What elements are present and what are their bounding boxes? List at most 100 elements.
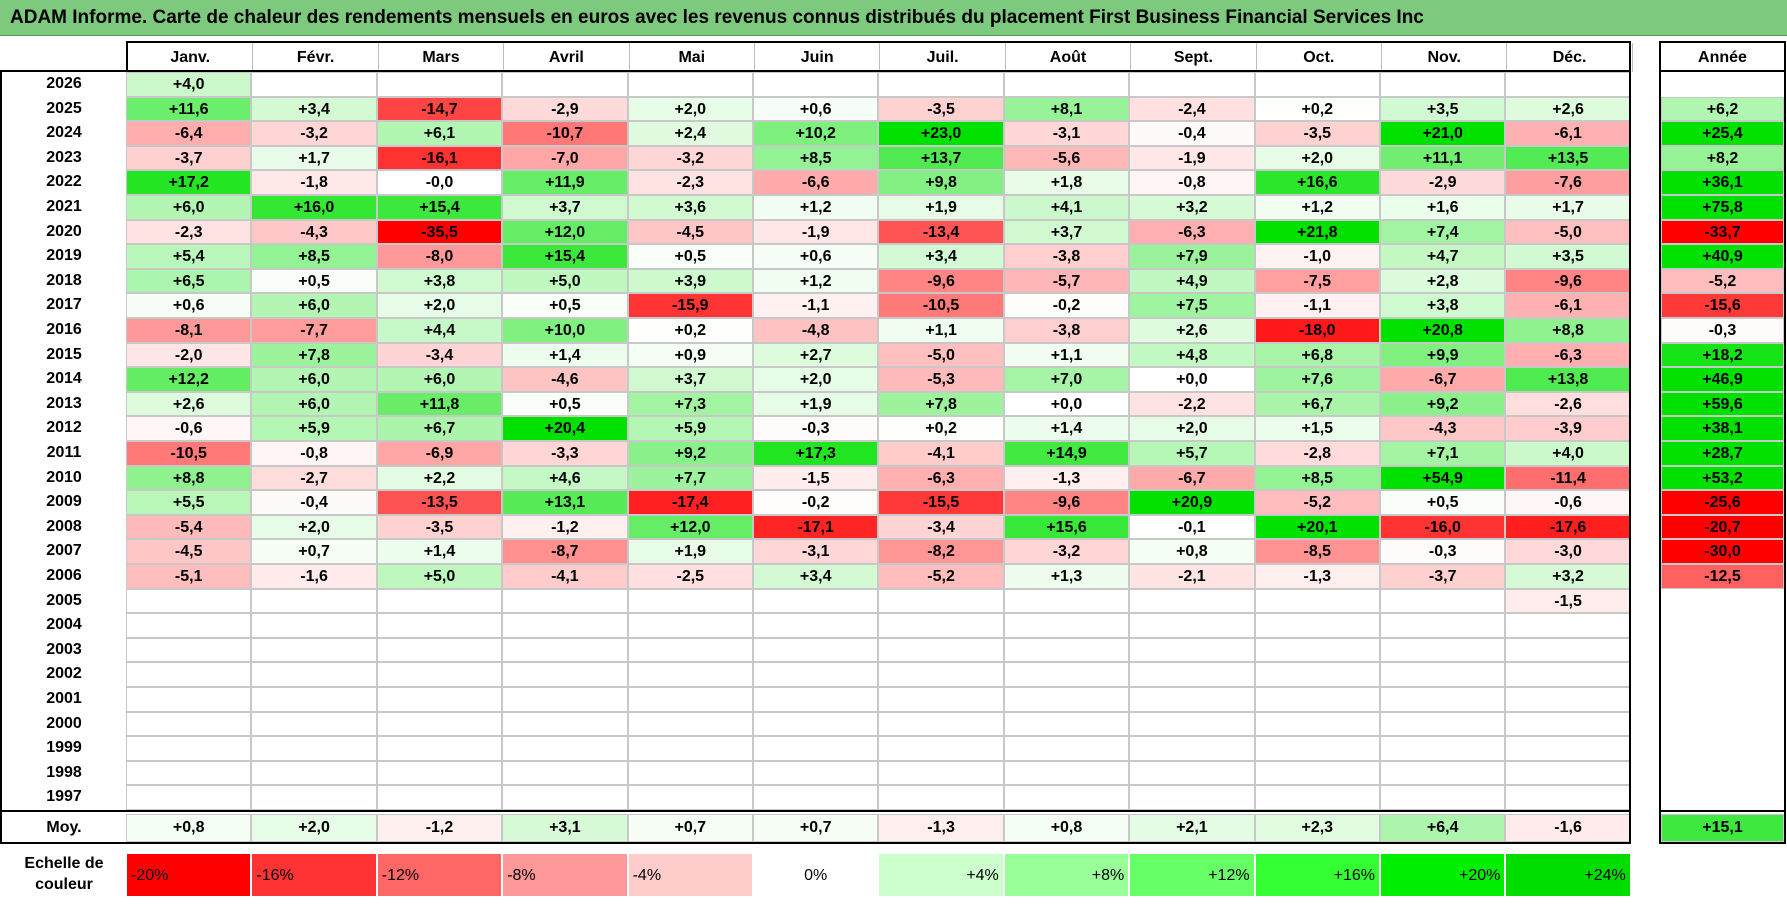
heatmap-cell-2020-1: -2,3	[126, 219, 252, 245]
heatmap-cell-2013-7: +7,8	[878, 391, 1004, 417]
heatmap-cell-1998-2	[251, 760, 377, 786]
heatmap-cell-1998-4	[502, 760, 628, 786]
heatmap-cell-2017-12: -6,1	[1505, 293, 1631, 318]
average-cell-1: +0,8	[126, 814, 252, 842]
year-label-2026: 2026	[46, 75, 82, 92]
heatmap-cell-2023-9: -1,9	[1129, 145, 1255, 171]
heatmap-cell-2024-2: -3,2	[251, 121, 377, 146]
color-scale-step-6: +4%	[878, 853, 1004, 897]
heatmap-cell-2026-11	[1380, 72, 1506, 97]
heatmap-cell-2003-5	[627, 637, 753, 663]
heatmap-cell-2002-3	[376, 662, 503, 687]
heatmap-cell-2015-10: +6,8	[1254, 342, 1380, 368]
heatmap-cell-2012-1: -0,6	[126, 416, 252, 441]
heatmap-cell-2007-11: -0,3	[1380, 539, 1506, 564]
heatmap-cell-2025-1: +11,6	[126, 96, 252, 122]
annual-cell-2024: +25,4	[1661, 121, 1784, 146]
annual-cell-2023: +8,2	[1661, 145, 1784, 171]
annual-cell-2002	[1661, 662, 1784, 687]
heatmap-cell-2014-9: +0,0	[1129, 367, 1255, 392]
heatmap-cell-2017-4: +0,5	[502, 293, 628, 318]
annual-cell-2012: +38,1	[1661, 416, 1784, 441]
heatmap-cell-2025-2: +3,4	[251, 96, 377, 122]
heatmap-cell-2008-12: -17,6	[1505, 514, 1631, 540]
month-header-4: Mai	[630, 43, 755, 72]
heatmap-cell-2000-5	[627, 711, 753, 737]
heatmap-cell-2020-6: -1,9	[753, 219, 879, 245]
heatmap-cell-1998-3	[376, 760, 503, 786]
heatmap-cell-2017-11: +3,8	[1380, 293, 1506, 318]
heatmap-cell-2004-12	[1505, 613, 1631, 638]
heatmap-cell-2005-9	[1129, 588, 1255, 614]
year-label-2018: 2018	[46, 271, 82, 289]
heatmap-cell-2006-12: +3,2	[1505, 564, 1631, 589]
heatmap-cell-2009-6: -0,2	[753, 490, 879, 515]
heatmap-cell-2018-2: +0,5	[251, 268, 377, 294]
year-label-2021: 2021	[46, 198, 82, 215]
heatmap-cell-2019-11: +4,7	[1380, 244, 1506, 269]
heatmap-cell-2008-11: -16,0	[1380, 514, 1506, 540]
heatmap-cell-2001-10	[1254, 687, 1380, 712]
color-scale-step-11: +24%	[1505, 853, 1631, 897]
heatmap-cell-2018-12: -9,6	[1505, 268, 1631, 294]
average-cell-2: +2,0	[251, 814, 377, 842]
heatmap-cell-2026-1: +4,0	[126, 72, 252, 97]
heatmap-cell-2021-12: +1,7	[1505, 195, 1631, 220]
average-cell-9: +2,1	[1129, 814, 1255, 842]
year-label-2015: 2015	[46, 345, 82, 363]
heatmap-cell-2012-10: +1,5	[1254, 416, 1380, 441]
month-header-10: Nov.	[1382, 43, 1508, 72]
heatmap-cell-2013-4: +0,5	[502, 391, 628, 417]
heatmap-cell-2009-5: -17,4	[627, 490, 753, 515]
year-label-2000: 2000	[46, 714, 82, 732]
heatmap-cell-2013-2: +6,0	[251, 391, 377, 417]
heatmap-cell-2006-6: +3,4	[753, 564, 879, 589]
heatmap-cell-2005-4	[502, 588, 628, 614]
heatmap-cell-2007-1: -4,5	[126, 539, 252, 564]
heatmap-cell-2008-6: -17,1	[753, 514, 879, 540]
average-cell-4: +3,1	[502, 814, 628, 842]
annual-column-header: Année	[1659, 41, 1786, 70]
heatmap-cell-2017-9: +7,5	[1129, 293, 1255, 318]
heatmap-cell-2018-4: +5,0	[502, 268, 628, 294]
color-scale-step-4: -4%	[627, 853, 753, 897]
heatmap-cell-2016-3: +4,4	[376, 318, 503, 343]
heatmap-cell-1997-9	[1129, 785, 1255, 810]
year-label-2024: 2024	[46, 124, 82, 142]
year-label-2013: 2013	[46, 394, 82, 412]
heatmap-cell-1999-2	[251, 736, 377, 761]
heatmap-cell-2022-12: -7,6	[1505, 170, 1631, 195]
heatmap-cell-2007-6: -3,1	[753, 539, 879, 564]
heatmap-cell-1998-11	[1380, 760, 1506, 786]
heatmap-cell-2013-8: +0,0	[1003, 391, 1130, 417]
heatmap-cell-2006-1: -5,1	[126, 564, 252, 589]
heatmap-cell-2017-10: -1,1	[1254, 293, 1380, 318]
color-scale-step-5: 0%	[753, 853, 879, 897]
heatmap-cell-2025-7: -3,5	[878, 96, 1004, 122]
average-cell-3: -1,2	[376, 814, 503, 842]
heatmap-cell-2020-10: +21,8	[1254, 219, 1380, 245]
heatmap-cell-2022-9: -0,8	[1129, 170, 1255, 195]
heatmap-cell-2004-10	[1254, 613, 1380, 638]
heatmap-cell-2003-2	[251, 637, 377, 663]
color-scale-step-1: -16%	[251, 853, 377, 897]
heatmap-cell-2013-9: -2,2	[1129, 391, 1255, 417]
heatmap-cell-2017-5: -15,9	[627, 293, 753, 318]
heatmap-cell-2001-9	[1129, 687, 1255, 712]
heatmap-cell-2017-2: +6,0	[251, 293, 377, 318]
heatmap-cell-2003-10	[1254, 637, 1380, 663]
annual-cell-2001	[1661, 687, 1784, 712]
heatmap-cell-2014-11: -6,7	[1380, 367, 1506, 392]
heatmap-cell-2016-10: -18,0	[1254, 318, 1380, 343]
heatmap-cell-1999-11	[1380, 736, 1506, 761]
heatmap-cell-2021-3: +15,4	[376, 195, 503, 220]
average-cell-10: +2,3	[1254, 814, 1380, 842]
heatmap-cell-2016-8: -3,8	[1003, 318, 1130, 343]
heatmap-cell-2014-2: +6,0	[251, 367, 377, 392]
heatmap-cell-2003-4	[502, 637, 628, 663]
heatmap-cell-2007-5: +1,9	[627, 539, 753, 564]
month-header-9: Oct.	[1257, 43, 1382, 72]
heatmap-cell-2000-2	[251, 711, 377, 737]
heatmap-cell-2023-1: -3,7	[126, 145, 252, 171]
heatmap-cell-2012-4: +20,4	[502, 416, 628, 441]
